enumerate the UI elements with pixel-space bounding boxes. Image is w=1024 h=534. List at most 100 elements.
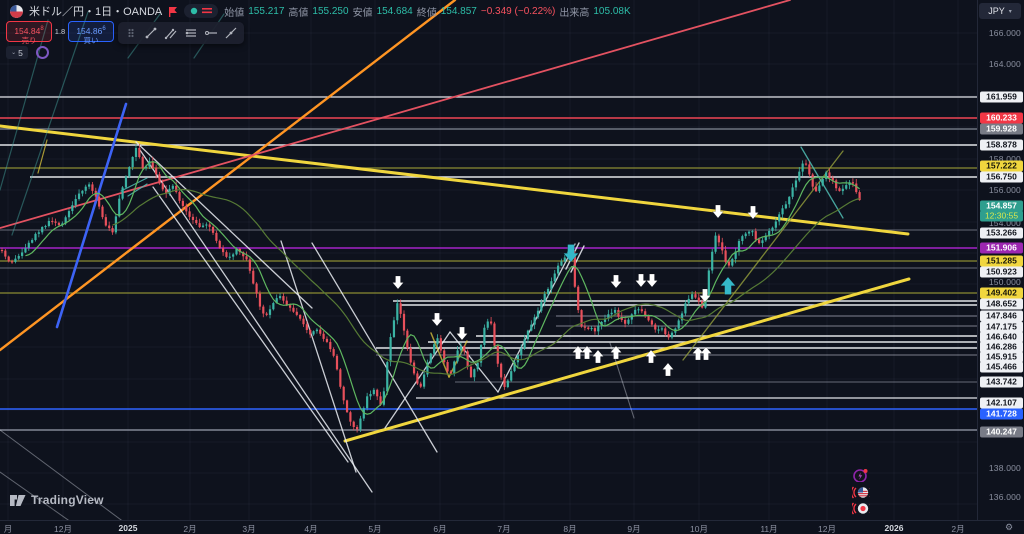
price-level-label[interactable]: 147.846 bbox=[980, 310, 1023, 322]
trendline[interactable] bbox=[430, 332, 450, 378]
arrow-down-marker[interactable] bbox=[391, 275, 405, 290]
trendline[interactable] bbox=[311, 242, 438, 453]
price-level-label[interactable]: 145.915 bbox=[980, 351, 1023, 363]
currency-unit-button[interactable]: JPY ▾ bbox=[979, 3, 1021, 19]
time-tick: 7月 bbox=[497, 524, 511, 534]
trendline[interactable] bbox=[280, 240, 357, 473]
horizontal-lines-tool-icon[interactable] bbox=[183, 24, 200, 42]
trendline[interactable] bbox=[127, 183, 148, 197]
trendline[interactable] bbox=[120, 177, 148, 192]
arrow-up-marker[interactable] bbox=[591, 349, 605, 364]
trend-line-tool-icon[interactable] bbox=[142, 24, 159, 42]
price-axis[interactable]: 166.000 164.000 158.000 156.000 154.000 150.0… bbox=[977, 0, 1024, 520]
price-level-label[interactable]: 145.466 bbox=[980, 361, 1023, 373]
flash-event-icon[interactable] bbox=[852, 468, 870, 482]
volume-label: 出来高 bbox=[559, 7, 590, 19]
indicator-toggle-pill[interactable] bbox=[184, 4, 219, 18]
price-level-label[interactable]: 149.402 bbox=[980, 287, 1023, 299]
trendline[interactable] bbox=[0, 429, 140, 520]
price-level-label[interactable]: 151.906 bbox=[980, 242, 1023, 254]
arrow-down-marker[interactable] bbox=[711, 204, 725, 219]
arrow-up-marker[interactable] bbox=[571, 345, 585, 360]
price-level-label[interactable]: 142.107 bbox=[980, 397, 1023, 409]
arrow-up-marker[interactable] bbox=[644, 349, 658, 364]
buy-button[interactable]: 154.866 買い bbox=[68, 21, 114, 45]
trendline[interactable] bbox=[11, 11, 89, 236]
arrow-down-marker[interactable] bbox=[609, 274, 623, 289]
extended-line-tool-icon[interactable] bbox=[223, 24, 240, 42]
price-level-label[interactable]: 154.857 bbox=[980, 200, 1023, 212]
symbol-header: 米ドル／円・1日・OANDA 始値 155.217 高値 155.250 安値 154… bbox=[10, 3, 631, 19]
moving-average-line[interactable] bbox=[25, 160, 860, 415]
trendline[interactable] bbox=[135, 141, 313, 309]
arrow-down-marker[interactable] bbox=[698, 288, 712, 303]
price-level-label[interactable]: 160.233 bbox=[980, 112, 1023, 124]
price-tick: 138.000 bbox=[988, 463, 1021, 473]
trendline[interactable] bbox=[0, 471, 88, 520]
bar-countdown-label[interactable]: 12:30:55 bbox=[980, 210, 1023, 222]
arrow-down-marker[interactable] bbox=[430, 312, 444, 327]
us-flag-event-icon[interactable] bbox=[852, 485, 870, 499]
trendline[interactable] bbox=[152, 186, 349, 463]
replay-icon[interactable] bbox=[36, 46, 49, 59]
price-level-label[interactable]: 156.750 bbox=[980, 171, 1023, 183]
price-level-label[interactable]: 159.928 bbox=[980, 123, 1023, 135]
arrow-down-marker[interactable] bbox=[455, 326, 469, 341]
chart-canvas[interactable] bbox=[0, 0, 977, 520]
price-level-label[interactable]: 157.222 bbox=[980, 160, 1023, 172]
price-level-label[interactable]: 140.247 bbox=[980, 426, 1023, 438]
symbol-pair-icon[interactable] bbox=[10, 4, 23, 18]
trendline[interactable] bbox=[0, 0, 457, 352]
teal-arrow-down-marker[interactable] bbox=[563, 244, 579, 263]
flag-icon[interactable] bbox=[168, 6, 178, 17]
price-tick: 150.000 bbox=[988, 277, 1021, 287]
economic-event-icon[interactable] bbox=[852, 501, 870, 515]
sell-button[interactable]: 154.848 売り bbox=[6, 21, 52, 45]
arrow-up-marker[interactable] bbox=[580, 345, 594, 360]
arrow-up-marker[interactable] bbox=[699, 346, 713, 361]
candles bbox=[0, 143, 861, 433]
symbol-title[interactable]: 米ドル／円・1日・OANDA bbox=[29, 6, 163, 18]
grid bbox=[0, 0, 977, 520]
moving-average-line[interactable] bbox=[112, 188, 860, 376]
price-level-label[interactable]: 150.923 bbox=[980, 266, 1023, 278]
horizontal-ray-tool-icon[interactable] bbox=[203, 24, 220, 42]
arrow-up-marker[interactable] bbox=[691, 346, 705, 361]
arrow-up-marker[interactable] bbox=[661, 362, 675, 377]
trendline[interactable] bbox=[497, 243, 576, 393]
time-tick: 9月 bbox=[627, 524, 641, 534]
price-level-label[interactable]: 143.742 bbox=[980, 376, 1023, 388]
price-level-label[interactable]: 158.878 bbox=[980, 139, 1023, 151]
trendline[interactable] bbox=[343, 277, 911, 443]
price-level-label[interactable]: 151.285 bbox=[980, 255, 1023, 267]
price-level-label[interactable]: 161.959 bbox=[980, 91, 1023, 103]
teal-arrow-up-marker[interactable] bbox=[720, 276, 736, 295]
price-level-label[interactable]: 148.652 bbox=[980, 298, 1023, 310]
arrow-up-marker[interactable] bbox=[609, 345, 623, 360]
trendline[interactable] bbox=[139, 149, 373, 493]
arrow-down-marker[interactable] bbox=[746, 205, 760, 220]
axis-settings-gear-icon[interactable]: ⚙ bbox=[1004, 521, 1014, 532]
time-tick: 5月 bbox=[368, 524, 382, 534]
trendline[interactable] bbox=[37, 139, 48, 174]
parallel-channel-tool-icon[interactable] bbox=[162, 24, 179, 42]
price-level-label[interactable]: 146.286 bbox=[980, 341, 1023, 353]
trendline[interactable] bbox=[0, 124, 910, 236]
trendline[interactable] bbox=[0, 0, 791, 229]
trendline[interactable] bbox=[55, 102, 128, 329]
drag-handle-icon[interactable] bbox=[122, 24, 139, 42]
interval-selector[interactable]: ⌄ 5 bbox=[6, 46, 28, 59]
price-level-label[interactable]: 147.175 bbox=[980, 321, 1023, 333]
tradingview-logo-icon bbox=[10, 494, 26, 506]
arrow-down-marker[interactable] bbox=[634, 273, 648, 288]
price-level-label[interactable]: 141.728 bbox=[980, 408, 1023, 420]
arrow-down-marker[interactable] bbox=[645, 273, 659, 288]
price-level-label[interactable]: 153.266 bbox=[980, 227, 1023, 239]
trendline[interactable] bbox=[570, 245, 585, 273]
price-level-label[interactable]: 146.640 bbox=[980, 331, 1023, 343]
high-value: 155.250 bbox=[312, 5, 349, 17]
tradingview-logo[interactable]: TradingView bbox=[10, 493, 104, 507]
time-axis[interactable]: 月 12月 2025 2月 3月 4月 5月 6月 7月 8月 9月 10月 11月 12月 2026 2月 bbox=[0, 520, 1024, 534]
event-marker-stack bbox=[846, 468, 880, 518]
